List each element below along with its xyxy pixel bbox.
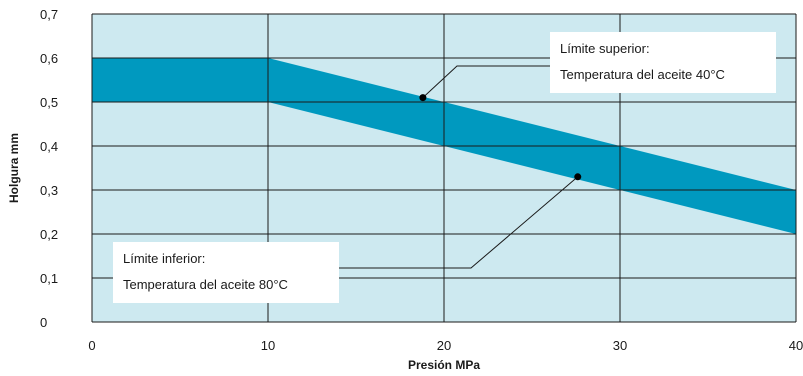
x-tick-label: 0: [88, 338, 95, 353]
x-tick-label: 10: [261, 338, 275, 353]
y-tick-label: 0: [40, 315, 47, 330]
y-tick-label: 0,6: [40, 51, 58, 66]
x-tick-label: 30: [613, 338, 627, 353]
lower-leader-line: [339, 176, 579, 269]
x-tick-label: 20: [437, 338, 451, 353]
lower-limit-title: Límite inferior:: [123, 251, 206, 266]
x-axis-title: Presión MPa: [408, 358, 480, 372]
lower-limit-detail: Temperatura del aceite 80°C: [123, 277, 288, 292]
y-tick-label: 0,7: [40, 7, 58, 22]
y-tick-label: 0,1: [40, 271, 58, 286]
lower-limit-note: Límite inferior: Temperatura del aceite …: [113, 242, 339, 303]
x-tick-label: 40: [789, 338, 803, 353]
upper-limit-title: Límite superior:: [560, 41, 650, 56]
y-tick-label: 0,4: [40, 139, 58, 154]
upper-limit-detail: Temperatura del aceite 40°C: [560, 67, 725, 82]
y-axis-title: Holgura mm: [7, 133, 21, 203]
upper-limit-note: Límite superior: Temperatura del aceite …: [550, 32, 776, 93]
y-tick-label: 0,3: [40, 183, 58, 198]
lower-limit-point: [574, 173, 582, 181]
upper-leader-line: [422, 65, 551, 98]
y-tick-label: 0,2: [40, 227, 58, 242]
upper-limit-point: [419, 94, 427, 102]
y-tick-label: 0,5: [40, 95, 58, 110]
